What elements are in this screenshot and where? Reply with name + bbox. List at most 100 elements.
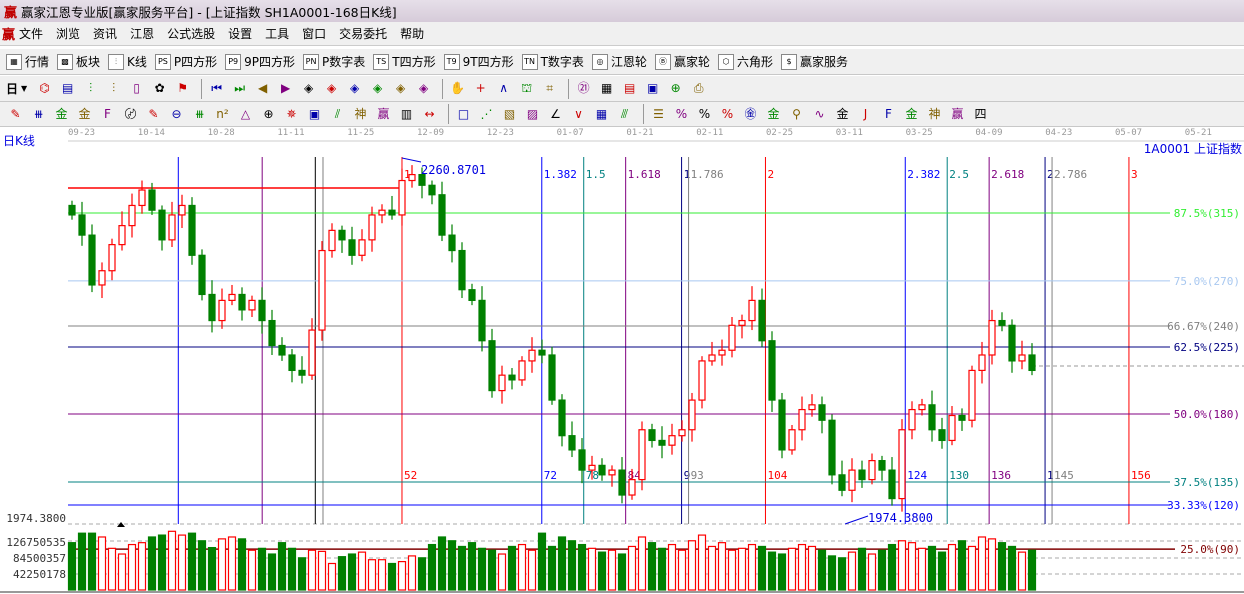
toolbar-button[interactable]: ⬡ 六角形 (717, 53, 773, 70)
pattern-icon[interactable]: ✿ (154, 80, 165, 95)
triangle-icon[interactable]: △ (240, 106, 251, 121)
toolbar-button[interactable]: ▩ 板块 (57, 53, 100, 70)
box-icon[interactable]: □ (457, 106, 470, 121)
flag-icon[interactable]: ⚑ (177, 80, 189, 95)
toolbar-button[interactable]: ▦ 行情 (6, 53, 49, 70)
box-fan2-icon[interactable]: ▨ (526, 106, 539, 121)
calendar-icon[interactable]: ㉑ (577, 80, 590, 95)
print-icon[interactable]: ⎙ (693, 80, 704, 95)
fan-icon[interactable]: ⋰ (480, 106, 493, 121)
ying-icon[interactable]: 赢 (377, 106, 390, 121)
toolbar-button[interactable]: ◎ 江恩轮 (591, 53, 647, 70)
menu-item[interactable]: 公式选股 (167, 27, 216, 41)
text-icon[interactable]: ⛫ (521, 80, 533, 95)
parallel-icon[interactable]: ⫻ (620, 106, 629, 121)
menu-item[interactable]: 帮助 (400, 27, 425, 41)
network-icon[interactable]: ⊕ (670, 80, 681, 95)
line-icon[interactable]: ∧ (499, 80, 509, 95)
notes-icon[interactable]: ▤ (62, 80, 74, 95)
toolbar-button[interactable]: ⫶ K线 (108, 53, 147, 70)
gold-circle-icon[interactable]: ㊎ (744, 106, 757, 121)
next-icon[interactable]: ▶ (281, 80, 291, 95)
toolbar-button[interactable]: TS T四方形 (373, 53, 436, 70)
circle-icon[interactable]: ⊖ (171, 106, 182, 121)
menu-item[interactable]: 工具 (265, 27, 290, 41)
kline9-icon[interactable]: ⫶ (112, 80, 116, 95)
percent-lines-icon[interactable]: % (721, 106, 734, 121)
si-fan-icon[interactable]: 四 (974, 106, 987, 121)
kline3-icon[interactable]: ⫶ (89, 80, 93, 95)
period-select[interactable]: 日 ▼ (6, 80, 27, 97)
chart-type-icon[interactable]: ⌬ (39, 80, 50, 95)
zoom-in-icon[interactable]: ◈ (350, 80, 360, 95)
save-icon[interactable]: ▣ (647, 80, 659, 95)
menu-logo[interactable]: 赢 (2, 28, 16, 43)
gold-box-icon[interactable]: 金 (836, 106, 849, 121)
zigzag-icon[interactable]: ∨ (574, 106, 583, 121)
j-fan-icon[interactable]: J (863, 106, 868, 121)
angle-icon[interactable]: ∠ (550, 106, 561, 121)
zoom-out-icon[interactable]: ◈ (373, 80, 383, 95)
kline-chart[interactable]: 09-23 10-14 10-28 11-11 11-25 12-09 12-23 01-07… (0, 127, 1244, 594)
expand-icon[interactable]: ◈ (419, 80, 429, 95)
ying-fan-icon[interactable]: 赢 (951, 106, 964, 121)
percent-icon[interactable]: % (698, 106, 711, 121)
gold-fan-icon[interactable]: 金 (905, 106, 918, 121)
target-icon[interactable]: ⊕ (263, 106, 274, 121)
gold2-icon[interactable]: 金 (78, 106, 91, 121)
menu-item[interactable]: 资讯 (93, 27, 118, 41)
lines-icon[interactable]: ⧻ (194, 106, 205, 121)
grid-icon[interactable]: ⧻ (33, 106, 44, 121)
calculator-icon[interactable]: ▦ (601, 80, 613, 95)
square-icon[interactable]: ▣ (308, 106, 321, 121)
toolbar-button[interactable]: P9 9P四方形 (225, 53, 295, 70)
menu-item[interactable]: 交易委托 (339, 27, 388, 41)
shen-fan-icon[interactable]: 神 (928, 106, 941, 121)
shrink-icon[interactable]: ◈ (396, 80, 406, 95)
wave-icon[interactable]: ∿ (814, 106, 825, 121)
rocket-icon[interactable]: ⚲ (792, 106, 801, 121)
ruler-icon[interactable]: ▥ (400, 106, 413, 121)
slash-icon[interactable]: ⫽ (334, 106, 341, 121)
toolbar-button[interactable]: T9 9T四方形 (443, 53, 514, 70)
box-fan-icon[interactable]: ▧ (503, 106, 516, 121)
menu-item[interactable]: 窗口 (302, 27, 327, 41)
grid2-icon[interactable]: ▦ (595, 106, 608, 121)
levels-icon[interactable]: ☰ (653, 106, 664, 121)
map-icon[interactable]: ⌗ (546, 80, 554, 95)
toolbar-button[interactable]: Ⓑ 赢家轮 (654, 53, 710, 70)
star-icon[interactable]: ✵ (286, 106, 297, 121)
candle-up (498, 374, 506, 392)
spiral-icon[interactable]: 〄 (124, 106, 137, 121)
percent-fan-icon[interactable]: % (675, 106, 688, 121)
first-icon[interactable]: ⏮ (211, 80, 223, 95)
shen-icon[interactable]: 神 (354, 106, 367, 121)
toolbar-button[interactable]: PN P数字表 (303, 53, 365, 70)
candle-type-icon[interactable]: ▯ (133, 80, 140, 95)
menu-item[interactable]: 文件 (19, 27, 44, 41)
menu-item[interactable]: 浏览 (56, 27, 81, 41)
menu-item[interactable]: 江恩 (130, 27, 155, 41)
chart-canvas[interactable]: 1521.382721.5781.61884191.7869321042.382… (0, 127, 1244, 594)
last-icon[interactable]: ⏭ (234, 80, 246, 95)
crosshair-icon[interactable]: + (475, 80, 486, 95)
pen2-icon[interactable]: ✎ (148, 106, 159, 121)
move-left-icon[interactable]: ◈ (304, 80, 314, 95)
pen-icon[interactable]: ✎ (10, 106, 21, 121)
candle-down (268, 319, 276, 347)
menu-item[interactable]: 设置 (228, 27, 253, 41)
hand-icon[interactable]: ✋ (450, 80, 466, 95)
gold-lines-icon[interactable]: 金 (767, 106, 780, 121)
volume-bar (817, 549, 827, 591)
width-icon[interactable]: ↔ (424, 106, 435, 121)
f-fan-icon[interactable]: F (885, 106, 892, 121)
move-right-icon[interactable]: ◈ (327, 80, 337, 95)
prev-icon[interactable]: ◀ (258, 80, 268, 95)
n2-icon[interactable]: n² (216, 106, 229, 121)
fib-icon[interactable]: F (104, 106, 111, 121)
toolbar-button[interactable]: $ 赢家服务 (780, 53, 848, 70)
report-icon[interactable]: ▤ (624, 80, 636, 95)
toolbar-button[interactable]: TN T数字表 (521, 53, 584, 70)
toolbar-button[interactable]: PS P四方形 (154, 53, 217, 70)
gold-icon[interactable]: 金 (55, 106, 68, 121)
